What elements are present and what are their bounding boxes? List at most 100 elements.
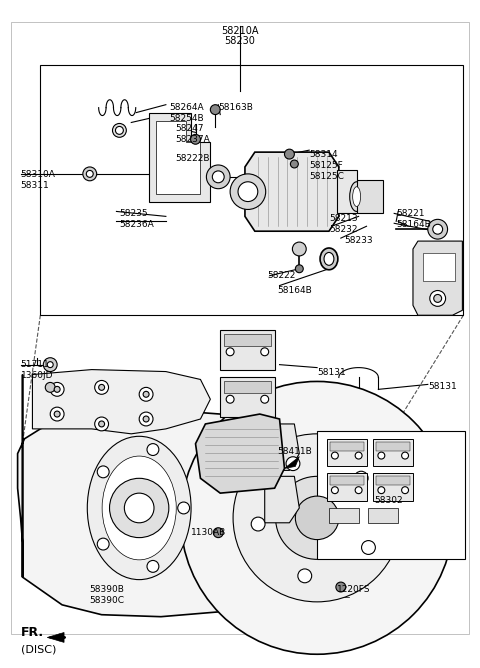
Polygon shape <box>264 476 300 523</box>
Circle shape <box>147 560 159 572</box>
Text: 58164B: 58164B <box>396 220 431 229</box>
Circle shape <box>191 134 201 144</box>
Circle shape <box>50 383 64 396</box>
Circle shape <box>261 348 269 356</box>
Circle shape <box>295 496 339 540</box>
Text: 58310A: 58310A <box>21 170 56 179</box>
Circle shape <box>54 411 60 417</box>
Circle shape <box>292 242 306 256</box>
Polygon shape <box>337 170 357 213</box>
Text: 58390B: 58390B <box>90 585 125 594</box>
Circle shape <box>139 412 153 426</box>
Polygon shape <box>264 424 300 470</box>
Text: 58264A: 58264A <box>169 103 204 112</box>
Circle shape <box>45 383 55 392</box>
Circle shape <box>212 171 224 183</box>
Text: 58213: 58213 <box>329 214 358 223</box>
Polygon shape <box>376 442 410 451</box>
Text: 58232: 58232 <box>329 225 358 234</box>
Circle shape <box>290 160 298 168</box>
Circle shape <box>433 224 443 234</box>
Circle shape <box>430 291 445 307</box>
Circle shape <box>355 452 362 459</box>
Circle shape <box>99 421 105 427</box>
Ellipse shape <box>353 187 360 206</box>
Circle shape <box>428 219 447 239</box>
Circle shape <box>295 265 303 273</box>
Text: 58222: 58222 <box>268 271 296 280</box>
Circle shape <box>54 386 60 392</box>
Ellipse shape <box>350 182 363 212</box>
Circle shape <box>213 528 223 538</box>
Circle shape <box>276 476 359 559</box>
Polygon shape <box>245 152 339 231</box>
Circle shape <box>99 384 105 390</box>
Circle shape <box>143 416 149 422</box>
Text: 58131: 58131 <box>428 383 456 391</box>
Text: 58254B: 58254B <box>169 114 204 123</box>
Text: 58235: 58235 <box>120 210 148 218</box>
Text: 58163B: 58163B <box>218 103 253 112</box>
Polygon shape <box>373 439 413 466</box>
Text: 58125F: 58125F <box>309 161 343 170</box>
Text: 58125C: 58125C <box>309 172 344 181</box>
Ellipse shape <box>102 456 176 560</box>
Polygon shape <box>423 253 456 281</box>
Polygon shape <box>33 369 210 434</box>
Text: 58314: 58314 <box>309 150 338 159</box>
Text: 58411B: 58411B <box>277 447 312 456</box>
Text: 58311: 58311 <box>21 181 49 190</box>
Circle shape <box>95 417 108 431</box>
Text: 58221: 58221 <box>396 210 425 218</box>
Circle shape <box>143 391 149 397</box>
Polygon shape <box>413 241 462 315</box>
Circle shape <box>331 452 338 459</box>
Circle shape <box>261 395 269 403</box>
Text: FR.: FR. <box>21 627 44 639</box>
Circle shape <box>139 387 153 401</box>
Circle shape <box>210 105 220 115</box>
Text: 51711: 51711 <box>21 359 49 369</box>
Circle shape <box>226 395 234 403</box>
Polygon shape <box>327 439 367 466</box>
Polygon shape <box>224 334 271 346</box>
Circle shape <box>83 167 96 181</box>
Circle shape <box>50 407 64 421</box>
Circle shape <box>378 487 385 494</box>
Polygon shape <box>330 476 363 485</box>
Ellipse shape <box>87 436 191 580</box>
Text: 58210A: 58210A <box>221 25 259 35</box>
Text: 1360JD: 1360JD <box>21 371 53 379</box>
Polygon shape <box>224 381 271 393</box>
Circle shape <box>226 348 234 356</box>
Polygon shape <box>18 375 260 617</box>
Text: 58164B: 58164B <box>277 285 312 295</box>
Circle shape <box>86 170 93 177</box>
Text: 58247: 58247 <box>176 124 204 134</box>
Circle shape <box>336 582 346 592</box>
Circle shape <box>124 493 154 523</box>
Text: 58230: 58230 <box>225 37 255 47</box>
Polygon shape <box>376 476 410 485</box>
Polygon shape <box>327 474 367 501</box>
Text: 58390C: 58390C <box>90 596 125 605</box>
Polygon shape <box>330 442 363 451</box>
Polygon shape <box>220 330 275 369</box>
Polygon shape <box>369 508 398 523</box>
Ellipse shape <box>320 248 338 270</box>
Circle shape <box>112 124 126 138</box>
Circle shape <box>95 381 108 394</box>
Circle shape <box>331 487 338 494</box>
Circle shape <box>434 295 442 303</box>
Circle shape <box>97 466 109 478</box>
Circle shape <box>361 540 375 554</box>
Circle shape <box>251 517 265 531</box>
Circle shape <box>238 182 258 202</box>
Polygon shape <box>285 456 300 468</box>
Circle shape <box>116 126 123 134</box>
Polygon shape <box>357 180 384 213</box>
Bar <box>40 65 463 315</box>
Text: 58237A: 58237A <box>176 136 211 144</box>
Circle shape <box>230 174 266 210</box>
Text: (DISC): (DISC) <box>21 645 56 655</box>
